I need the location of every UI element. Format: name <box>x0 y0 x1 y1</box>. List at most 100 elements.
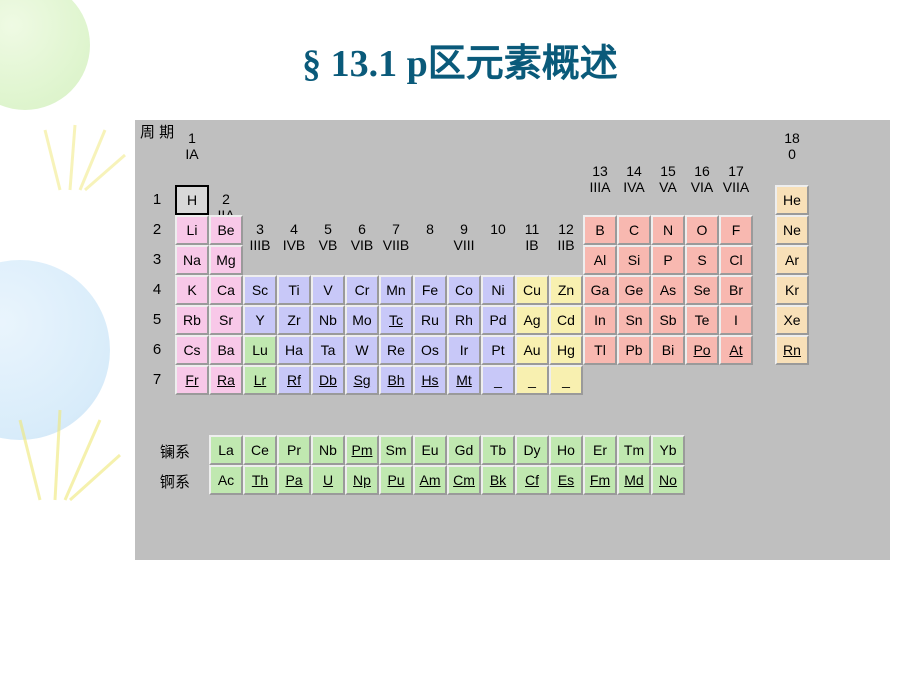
group-number: 13 <box>583 163 617 179</box>
group-number: 3 <box>243 221 277 237</box>
element-cell: Ca <box>209 275 243 305</box>
actinide-cell: Cm <box>447 465 481 495</box>
element-cell: Mt <box>447 365 481 395</box>
element-cell: Po <box>685 335 719 365</box>
group-label: VB <box>311 237 345 253</box>
group-label: IB <box>515 237 549 253</box>
element-cell: Db <box>311 365 345 395</box>
element-cell: N <box>651 215 685 245</box>
period-number: 4 <box>148 281 166 298</box>
element-cell: I <box>719 305 753 335</box>
actinide-cell: Fm <box>583 465 617 495</box>
element-cell: Ti <box>277 275 311 305</box>
element-cell: Hg <box>549 335 583 365</box>
group-label: 0 <box>775 146 809 162</box>
element-cell: _ <box>481 365 515 395</box>
element-cell: Pt <box>481 335 515 365</box>
period-number: 3 <box>148 251 166 268</box>
element-cell: B <box>583 215 617 245</box>
lanthanide-cell: Pm <box>345 435 379 465</box>
element-cell: S <box>685 245 719 275</box>
element-cell: Co <box>447 275 481 305</box>
element-cell: Bh <box>379 365 413 395</box>
element-cell: Fe <box>413 275 447 305</box>
element-cell: Ga <box>583 275 617 305</box>
actinide-cell: Bk <box>481 465 515 495</box>
period-number: 6 <box>148 341 166 358</box>
actinide-cell: Cf <box>515 465 549 495</box>
element-cell: Si <box>617 245 651 275</box>
actinide-cell: Th <box>243 465 277 495</box>
element-cell: Ru <box>413 305 447 335</box>
actinide-cell: Md <box>617 465 651 495</box>
element-cell: K <box>175 275 209 305</box>
group-label: VIA <box>685 179 719 195</box>
element-cell: Bi <box>651 335 685 365</box>
element-cell: Rn <box>775 335 809 365</box>
element-cell: V <box>311 275 345 305</box>
group-label: IA <box>175 146 209 162</box>
group-number: 16 <box>685 163 719 179</box>
element-cell: Lu <box>243 335 277 365</box>
lanthanide-cell: Sm <box>379 435 413 465</box>
element-cell: In <box>583 305 617 335</box>
lanthanide-cell: Tb <box>481 435 515 465</box>
element-cell: Lr <box>243 365 277 395</box>
actinide-cell: U <box>311 465 345 495</box>
element-cell: Tl <box>583 335 617 365</box>
element-cell: H <box>175 185 209 215</box>
group-label: VA <box>651 179 685 195</box>
element-cell: Ra <box>209 365 243 395</box>
element-cell: Ne <box>775 215 809 245</box>
element-cell: He <box>775 185 809 215</box>
actinide-cell: Pa <box>277 465 311 495</box>
element-cell: Sn <box>617 305 651 335</box>
group-number: 12 <box>549 221 583 237</box>
lanthanide-cell: Ce <box>243 435 277 465</box>
period-number: 2 <box>148 221 166 238</box>
element-cell: Li <box>175 215 209 245</box>
actinide-cell: Pu <box>379 465 413 495</box>
element-cell: P <box>651 245 685 275</box>
element-cell: Y <box>243 305 277 335</box>
element-cell: Mg <box>209 245 243 275</box>
group-label: IIIA <box>583 179 617 195</box>
group-number: 7 <box>379 221 413 237</box>
group-number: 2 <box>209 191 243 207</box>
group-label: IVB <box>277 237 311 253</box>
element-cell: Sc <box>243 275 277 305</box>
group-number: 15 <box>651 163 685 179</box>
actinide-cell: Ac <box>209 465 243 495</box>
actinide-label: 锕系 <box>160 471 190 492</box>
group-number: 5 <box>311 221 345 237</box>
element-cell: Rh <box>447 305 481 335</box>
group-number: 18 <box>775 130 809 146</box>
group-number: 11 <box>515 221 549 237</box>
actinide-cell: Np <box>345 465 379 495</box>
period-header-label: 周 期 <box>140 125 174 141</box>
element-cell: Rf <box>277 365 311 395</box>
group-label: VIIB <box>379 237 413 253</box>
element-cell: Cr <box>345 275 379 305</box>
element-cell: Ag <box>515 305 549 335</box>
lanthanide-cell: Er <box>583 435 617 465</box>
element-cell: Au <box>515 335 549 365</box>
group-number: 6 <box>345 221 379 237</box>
element-cell: Kr <box>775 275 809 305</box>
element-cell: Rb <box>175 305 209 335</box>
element-cell: Nb <box>311 305 345 335</box>
element-cell: Ni <box>481 275 515 305</box>
element-cell: Ha <box>277 335 311 365</box>
element-cell: Te <box>685 305 719 335</box>
lanthanide-cell: Yb <box>651 435 685 465</box>
element-cell: Se <box>685 275 719 305</box>
group-number: 10 <box>481 221 515 237</box>
actinide-cell: Am <box>413 465 447 495</box>
element-cell: _ <box>549 365 583 395</box>
element-cell: O <box>685 215 719 245</box>
group-number: 4 <box>277 221 311 237</box>
element-cell: Cl <box>719 245 753 275</box>
element-cell: Sb <box>651 305 685 335</box>
element-cell: Ba <box>209 335 243 365</box>
period-number: 1 <box>148 191 166 208</box>
